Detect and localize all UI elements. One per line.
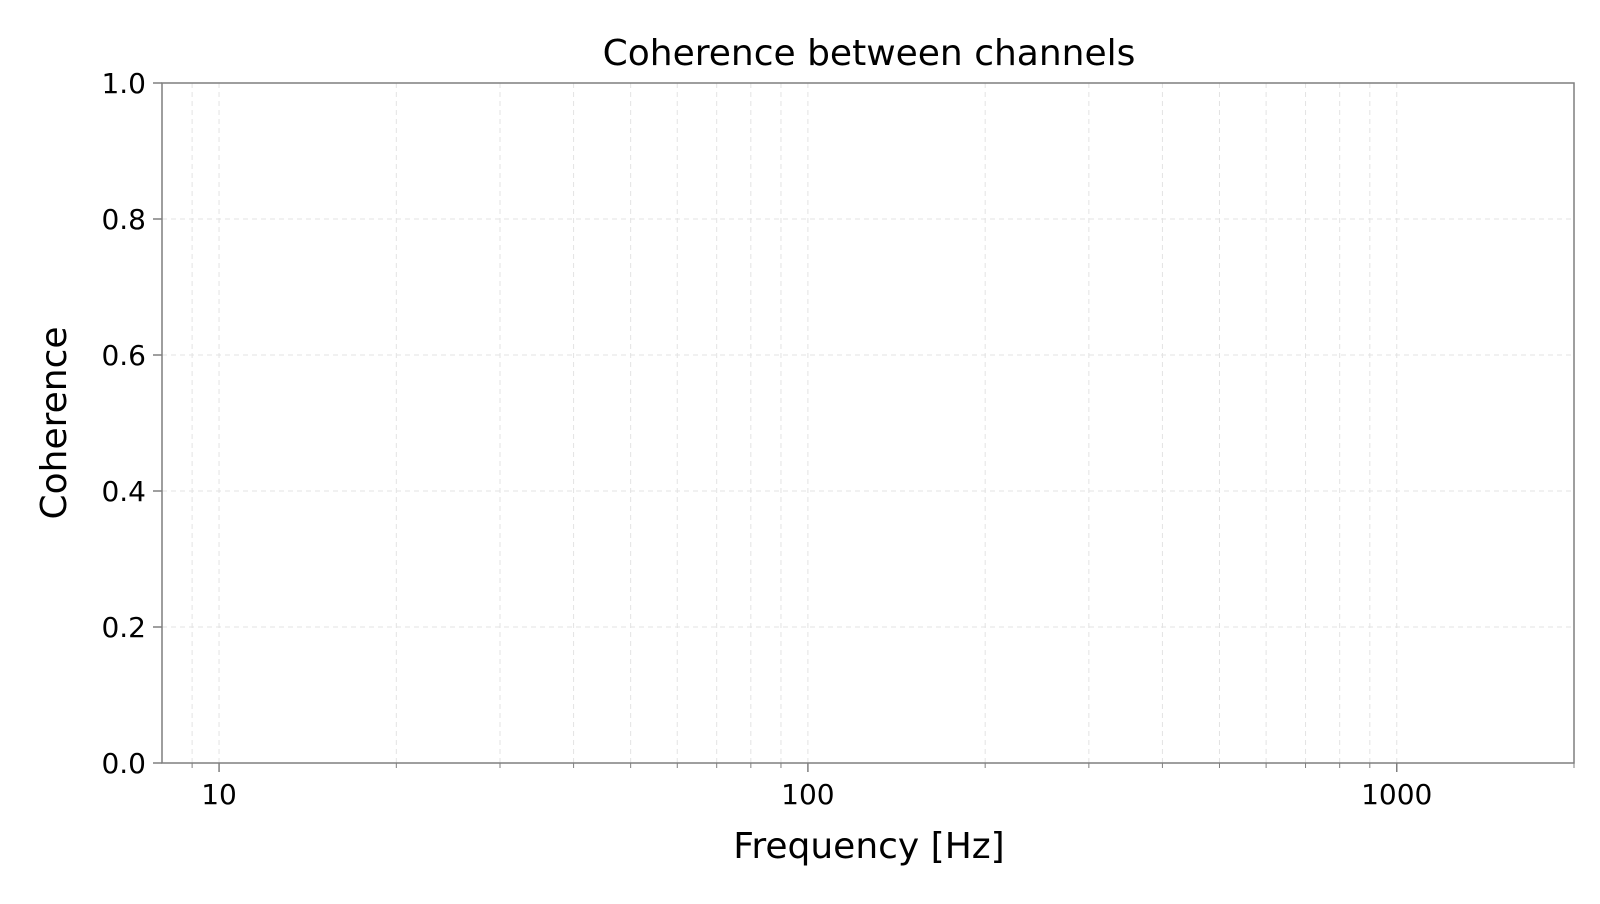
grid-lines xyxy=(162,82,1574,764)
x-tick-label: 100 xyxy=(781,778,834,811)
plot-area-frame xyxy=(161,82,1575,764)
y-tick-label: 0.6 xyxy=(101,339,146,372)
y-tick-label: 0.8 xyxy=(101,203,146,236)
y-tick-label: 0.0 xyxy=(101,747,146,780)
y-tick-label: 1.0 xyxy=(101,67,146,100)
y-tick-label: 0.2 xyxy=(101,611,146,644)
x-tick-label: 1000 xyxy=(1361,778,1432,811)
x-tick-label: 10 xyxy=(201,778,237,811)
y-tick-label: 0.4 xyxy=(101,475,146,508)
y-axis-label: Coherence xyxy=(34,326,75,519)
axis-ticks: 0.0 0.2 0.4 0.6 0.8 1.0 10 100 1000 xyxy=(101,67,1575,811)
x-axis-label: Frequency [Hz] xyxy=(733,826,1004,867)
chart-title: Coherence between channels xyxy=(603,33,1136,74)
